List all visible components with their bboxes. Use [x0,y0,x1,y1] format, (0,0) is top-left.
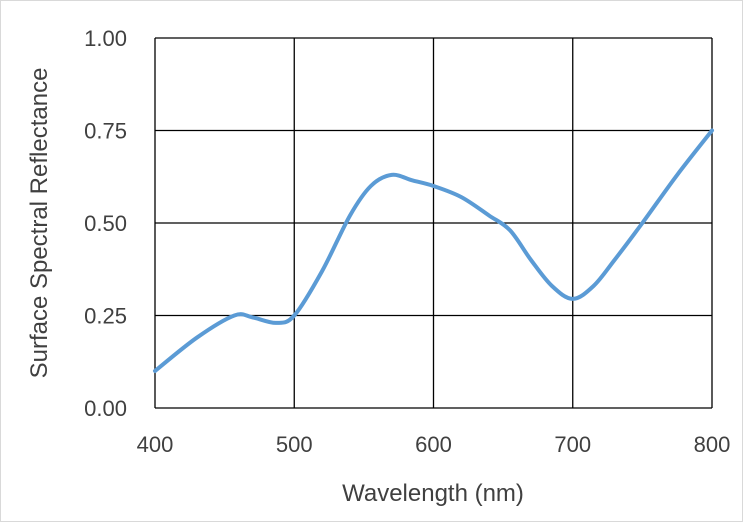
x-axis-title: Wavelength (nm) [342,480,524,507]
reflectance-series-line [153,128,714,373]
x-tick-label: 400 [137,432,174,457]
x-tick-label: 800 [694,432,731,457]
y-tick-label: 0.75 [84,119,127,144]
grid [154,37,713,409]
x-tick-label: 700 [554,432,591,457]
y-tick-label: 0.25 [84,304,127,329]
series-group [153,128,714,373]
y-tick-label: 0.50 [84,211,127,236]
y-tick-label: 1.00 [84,26,127,51]
x-tick-labels: 400 500 600 700 800 [137,432,731,457]
y-tick-label: 0.00 [84,396,127,421]
x-tick-label: 500 [276,432,313,457]
y-axis-title: Surface Spectral Reflectance [26,68,53,379]
x-tick-label: 600 [415,432,452,457]
y-tick-labels: 0.00 0.25 0.50 0.75 1.00 [84,26,127,421]
